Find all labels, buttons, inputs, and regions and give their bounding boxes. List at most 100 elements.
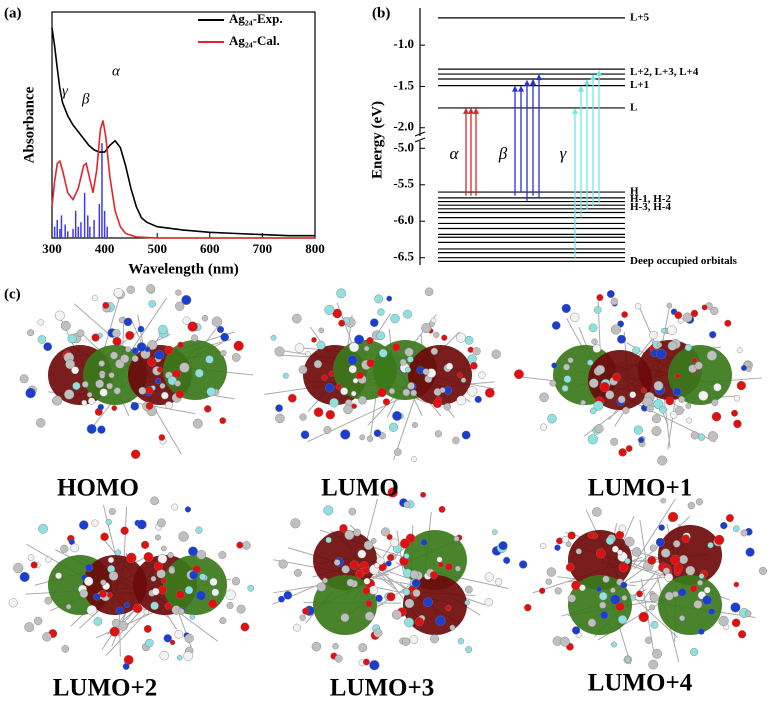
atom <box>91 333 100 342</box>
atom <box>99 590 107 598</box>
x-tick-label: 400 <box>95 241 115 256</box>
atom <box>43 342 53 352</box>
atom <box>164 345 174 355</box>
bond <box>102 504 119 565</box>
atom <box>177 341 184 349</box>
atom <box>644 636 653 644</box>
atom <box>60 544 69 553</box>
atom <box>540 543 547 550</box>
atom <box>377 308 385 316</box>
atom <box>61 645 70 653</box>
atom <box>362 586 371 595</box>
atom <box>182 316 191 325</box>
atom <box>163 634 172 643</box>
atom <box>71 366 80 375</box>
atom <box>316 582 327 592</box>
atom <box>368 585 379 595</box>
atom <box>378 348 388 358</box>
atom <box>474 395 482 403</box>
atom <box>640 387 647 394</box>
atom <box>443 403 451 411</box>
atom <box>620 581 628 589</box>
atom <box>55 572 63 580</box>
atom <box>404 598 415 609</box>
atom <box>420 538 428 546</box>
atom <box>401 637 411 646</box>
atom <box>354 334 365 345</box>
atom <box>120 354 130 364</box>
atom <box>484 572 494 582</box>
atom <box>220 349 227 357</box>
atom <box>737 630 747 639</box>
atom <box>399 358 407 366</box>
atom <box>27 554 35 561</box>
atom <box>494 578 503 586</box>
atom <box>407 356 414 363</box>
atom <box>109 626 120 637</box>
atom <box>546 567 557 577</box>
atom <box>86 424 97 434</box>
atom <box>454 565 461 572</box>
atom <box>664 572 674 582</box>
atom <box>110 351 119 360</box>
atom <box>707 542 714 549</box>
atom <box>650 620 659 629</box>
atom <box>492 529 498 535</box>
atom <box>102 301 110 309</box>
atom <box>436 556 443 563</box>
atom <box>126 285 135 294</box>
y-tick-label: -2.0 <box>393 119 414 134</box>
atom <box>588 323 598 333</box>
atom <box>201 314 209 322</box>
atom <box>402 388 411 397</box>
atom <box>437 561 444 568</box>
atom <box>136 342 147 352</box>
atom <box>349 560 359 570</box>
atom <box>179 362 190 373</box>
atom <box>168 567 176 574</box>
atom <box>236 604 246 614</box>
atom <box>340 613 350 623</box>
atom <box>374 294 384 304</box>
atom <box>370 537 377 544</box>
atom <box>106 382 113 390</box>
atom <box>651 426 662 436</box>
atom <box>652 648 662 659</box>
atom <box>725 514 734 523</box>
atom <box>621 595 628 601</box>
atom <box>325 536 332 544</box>
atom <box>736 380 746 391</box>
atom <box>108 508 116 516</box>
peak-label: β <box>81 91 90 107</box>
atom <box>153 561 163 571</box>
atom <box>611 641 617 648</box>
panel-label: (b) <box>372 5 390 21</box>
atom <box>161 545 167 552</box>
atom <box>120 526 129 535</box>
atom <box>377 387 387 398</box>
atom <box>219 417 227 425</box>
atom <box>570 312 580 323</box>
atom <box>100 532 109 542</box>
atom <box>365 600 373 608</box>
atom <box>736 347 743 353</box>
atom <box>240 622 250 632</box>
atom <box>159 650 169 661</box>
atom <box>38 523 48 534</box>
atom <box>376 331 386 341</box>
atom <box>287 393 297 403</box>
atom <box>60 320 71 331</box>
atom <box>373 628 383 638</box>
atom <box>148 300 156 308</box>
atom <box>682 312 693 323</box>
atom <box>352 377 359 384</box>
atom <box>220 332 229 342</box>
atom <box>93 617 103 626</box>
arrow-head <box>530 79 536 86</box>
atom <box>154 350 165 360</box>
atom <box>8 598 18 608</box>
panel-label: (a) <box>4 5 22 21</box>
orbital-lobe <box>163 555 227 615</box>
atom <box>618 448 627 457</box>
atom <box>634 303 642 310</box>
